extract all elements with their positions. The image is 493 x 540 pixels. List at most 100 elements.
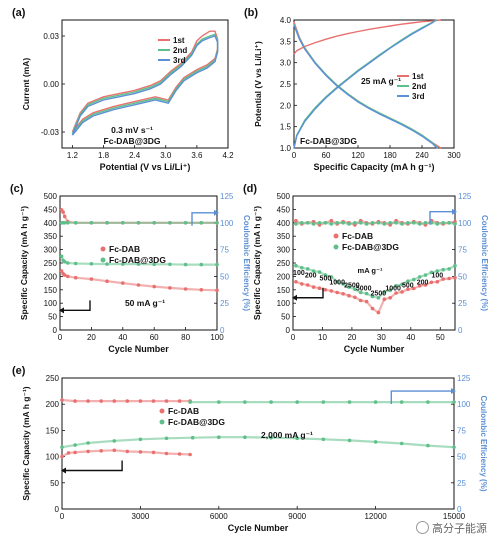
y-axis-label: Specific Capacity (mA h g⁻¹) bbox=[19, 206, 29, 320]
y-right-tick-label: 0 bbox=[220, 326, 225, 335]
data-point bbox=[300, 221, 304, 225]
annotation-rate-label: 200 bbox=[305, 273, 317, 280]
data-point bbox=[66, 274, 70, 279]
data-point bbox=[317, 270, 322, 274]
y-right-tick-label: 125 bbox=[458, 192, 472, 201]
x-tick-label: 0 bbox=[58, 333, 63, 342]
data-point bbox=[138, 450, 143, 454]
y-tick-label: 100 bbox=[46, 453, 60, 462]
legend-marker bbox=[333, 244, 339, 250]
y-tick-label: 150 bbox=[277, 286, 291, 295]
data-point bbox=[453, 275, 457, 280]
data-point bbox=[183, 221, 188, 225]
data-point bbox=[295, 436, 300, 441]
x-tick-label: 180 bbox=[383, 151, 397, 160]
legend-marker bbox=[159, 419, 165, 425]
y-right-tick-label: 75 bbox=[220, 246, 229, 255]
x-tick-label: 3.6 bbox=[191, 151, 203, 160]
y-tick-label: 100 bbox=[44, 299, 58, 308]
data-point bbox=[300, 266, 304, 270]
data-point bbox=[61, 210, 65, 214]
series-line bbox=[71, 33, 219, 135]
y-tick-label: 50 bbox=[281, 313, 290, 322]
data-point bbox=[138, 437, 143, 442]
x-axis-label: Potential (V vs Li/Li⁺) bbox=[100, 162, 191, 172]
x-tick-label: 9000 bbox=[288, 512, 306, 521]
capacity-axis-arrow bbox=[297, 287, 324, 299]
panel-a: (a) 1.2 1.8 2.4 3.0 3.6 4.2 -0.03 0.00 0.03 Potent… bbox=[12, 7, 234, 172]
data-point bbox=[447, 267, 451, 271]
y-tick-label: 4.0 bbox=[280, 16, 292, 25]
data-point bbox=[382, 297, 387, 302]
data-point bbox=[441, 221, 446, 225]
data-point bbox=[423, 273, 428, 277]
data-point bbox=[423, 221, 428, 225]
y-right-tick-label: 25 bbox=[457, 479, 466, 488]
y-tick-label: 150 bbox=[46, 426, 60, 435]
data-point bbox=[188, 452, 192, 457]
data-point bbox=[243, 400, 247, 404]
panel-label: (d) bbox=[243, 183, 257, 195]
data-point bbox=[105, 262, 109, 266]
data-point bbox=[406, 287, 410, 292]
data-point bbox=[441, 277, 446, 281]
x-tick-label: 0 bbox=[291, 333, 296, 342]
y-tick-label: 250 bbox=[46, 374, 60, 383]
data-point bbox=[62, 214, 67, 219]
y-right-axis-label: Coulombic Efficiency (%) bbox=[242, 215, 251, 311]
data-point bbox=[373, 440, 378, 444]
y-right-tick-label: 100 bbox=[458, 219, 472, 228]
x-tick-label: 100 bbox=[210, 333, 224, 342]
data-point bbox=[323, 221, 328, 225]
y-right-tick-label: 50 bbox=[220, 272, 229, 281]
y-tick-label: 350 bbox=[44, 232, 58, 241]
data-point bbox=[382, 290, 387, 294]
y-right-tick-label: 0 bbox=[457, 505, 462, 514]
data-point bbox=[435, 269, 440, 273]
x-tick-label: 15000 bbox=[443, 512, 466, 521]
annotation-rate-label: 100 bbox=[431, 273, 443, 280]
data-point bbox=[358, 298, 363, 303]
y-tick-label: 0.03 bbox=[43, 32, 59, 41]
panel-e: (e)0 3000 6000 9000 12000 1500005010015020025… bbox=[12, 365, 488, 533]
data-point bbox=[60, 445, 64, 450]
data-point bbox=[136, 262, 141, 266]
data-point bbox=[317, 221, 322, 225]
data-point bbox=[294, 222, 298, 226]
data-point bbox=[394, 284, 398, 288]
data-point bbox=[89, 277, 94, 281]
data-point bbox=[125, 399, 130, 403]
y-right-tick-label: 0 bbox=[458, 326, 463, 335]
data-point bbox=[177, 399, 182, 403]
data-point bbox=[388, 221, 393, 225]
data-point bbox=[59, 269, 64, 273]
x-tick-label: 0 bbox=[292, 151, 297, 160]
data-point bbox=[199, 288, 204, 292]
y-tick-label: 500 bbox=[44, 192, 58, 201]
data-point bbox=[417, 222, 422, 226]
data-point bbox=[429, 280, 434, 285]
data-point bbox=[183, 287, 188, 291]
data-point bbox=[388, 288, 393, 293]
data-point bbox=[168, 262, 172, 267]
x-tick-label: 50 bbox=[436, 333, 445, 342]
data-point bbox=[305, 221, 310, 225]
series-line bbox=[293, 19, 441, 55]
data-point bbox=[305, 283, 310, 287]
y-tick-label: 300 bbox=[277, 246, 291, 255]
data-point bbox=[423, 283, 428, 287]
y-tick-label: 2.0 bbox=[280, 101, 292, 110]
data-point bbox=[112, 399, 117, 403]
data-point bbox=[121, 262, 125, 266]
panel-b: (b) 0 60 120 180 240 300 1.0 1.5 2.0 2.5 3.0 3.5 4.0 S… bbox=[244, 7, 461, 172]
legend-marker bbox=[333, 233, 339, 239]
data-point bbox=[329, 275, 334, 279]
y-tick-label: 450 bbox=[277, 205, 291, 214]
panel-label: (c) bbox=[10, 183, 24, 195]
data-point bbox=[453, 263, 457, 268]
data-point bbox=[164, 436, 169, 441]
y-tick-label: 1.0 bbox=[280, 144, 292, 153]
data-point bbox=[406, 279, 410, 284]
x-tick-label: 120 bbox=[351, 151, 365, 160]
legend-marker bbox=[100, 257, 106, 263]
